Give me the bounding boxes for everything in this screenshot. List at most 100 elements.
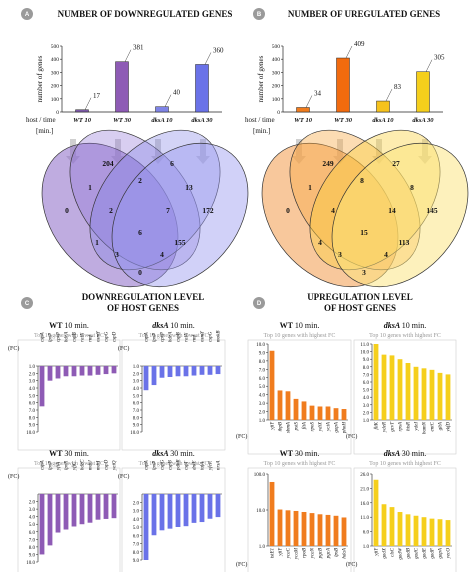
gene-label: cspB: [169, 460, 174, 470]
gene-label: yjiY: [375, 547, 380, 557]
value-leader: [385, 88, 393, 102]
bar: [373, 344, 379, 420]
venn-a-ellipse-4: [111, 142, 249, 288]
panel-b-badge: B: [253, 8, 265, 20]
fc-label: (FC): [8, 345, 19, 352]
gene-label: ycaN: [311, 547, 316, 559]
gene-label: hdaA: [343, 547, 348, 559]
subchart-title: dksA 30 min.: [384, 449, 426, 458]
venn-a-ellipse-3: [89, 129, 221, 271]
y-tick-label: 1.0: [259, 545, 266, 550]
gene-label: lpxP: [49, 461, 54, 470]
venn-a-value: 204: [102, 159, 114, 168]
subchart-title: dksA 10 min.: [152, 321, 194, 330]
gene-label: ydeI: [415, 422, 420, 432]
y-tick-label: 3.0: [259, 402, 266, 407]
bar: [207, 366, 213, 375]
y-tick-label: 8.0: [29, 546, 36, 551]
category-label: WT 10: [294, 117, 313, 124]
panel-a-circle: [21, 8, 33, 20]
y-tick-label: 8.0: [133, 416, 140, 421]
gene-label: osmY: [97, 330, 102, 342]
y-tick-label: 7.0: [133, 409, 140, 414]
gene-label: yjiY: [271, 421, 276, 431]
gene-label: nrsA: [217, 460, 222, 470]
gene-label: osmY: [201, 330, 206, 342]
bar: [87, 494, 93, 523]
venn-a-value: 2: [109, 206, 113, 215]
subchart-title: WT 10 min.: [280, 321, 320, 330]
bar: [71, 366, 77, 377]
gene-label: gadF: [431, 547, 436, 559]
y-tick-label: 6.0: [133, 402, 140, 407]
chart-D-dksA10: dksA 10 min. Top 10 genes with highest FC…: [346, 321, 457, 455]
bar: [333, 408, 339, 420]
subchart-frame: [353, 339, 457, 455]
bar: [207, 494, 213, 519]
gene-label: cspA: [145, 459, 150, 470]
fc-label: (FC): [8, 473, 19, 480]
subchart-time: 10 min.: [295, 321, 319, 330]
gene-label: ydiX: [319, 421, 324, 432]
venn-b-value: 27: [392, 159, 400, 168]
bar: [111, 494, 117, 519]
subchart-strain: dksA: [152, 321, 170, 330]
bar: [381, 354, 387, 420]
y-tick-label: 2.0: [29, 372, 36, 377]
venn-b-ellipse-4: [331, 142, 469, 288]
y-tick-label: 6.0: [259, 377, 266, 382]
y-tick-label: 8.0: [29, 416, 36, 421]
bar-chart-downregulated: 0 100 200 300 400 500 number of genes 17 WT 10 38…: [36, 44, 224, 124]
bar: [215, 366, 221, 375]
y-tick-label: 21.0: [360, 487, 369, 492]
gene-label: gcvT: [391, 421, 396, 432]
panel-b-circle: [253, 8, 265, 20]
y-tick-label: 200: [272, 84, 281, 90]
host-time-label-a: host / time: [26, 116, 56, 124]
bar-chart-upregulated: 0 100 200 300 400 500 number of genes 34 WT 10 40…: [257, 40, 445, 124]
subchart-note: Top 10 genes with highest FC: [369, 333, 441, 339]
gene-label: istE1: [271, 548, 276, 558]
venn-diagram-upregulated: 249 27 1 8 8 0 4 14 145 4 15 113 3 4 3: [261, 129, 469, 288]
y-tick-label: 100.0: [254, 473, 266, 478]
gene-label: cspA: [41, 459, 46, 470]
chart-C-dksA10: dksA 10 min. Top 10 genes with lowest FC 1…: [118, 321, 226, 451]
gene-label: dnlE: [193, 461, 198, 470]
y-tick-label: 3.0: [133, 380, 140, 385]
subchart-note: Top 10 genes with lowest FC: [34, 333, 104, 339]
venn-a-value: 2: [138, 176, 142, 185]
bar: [296, 107, 310, 113]
y-tick-label: 6.0: [363, 381, 370, 386]
subchart-time: 10 min.: [170, 321, 194, 330]
bar: [115, 61, 129, 113]
bar: [111, 366, 117, 374]
bar: [341, 409, 347, 420]
y-tick-label: 500: [272, 44, 281, 50]
bar: [445, 520, 451, 546]
venn-a-value: 6: [138, 228, 142, 237]
gene-label: cspG: [161, 459, 166, 470]
y-tick-label: 10.0: [130, 431, 139, 436]
bar: [183, 494, 189, 527]
y-tick-label: 500: [51, 44, 60, 50]
panel-a-title: NUMBER OF DOWNREGULATED GENES: [58, 9, 233, 19]
venn-a-value: 0: [138, 268, 142, 277]
fc-label: (FC): [236, 561, 247, 568]
y-tick-label: 7.0: [259, 368, 266, 373]
venn-b-value: 4: [331, 206, 335, 215]
venn-a-value: 155: [174, 238, 186, 247]
gene-label: gadC: [415, 547, 420, 559]
y-tick-label: 2.0: [363, 411, 370, 416]
gene-label: fliK: [375, 421, 380, 429]
y-tick-label: 7.0: [29, 409, 36, 414]
bar: [75, 109, 89, 113]
gene-label: entC: [431, 421, 436, 431]
gene-label: yciA: [327, 421, 332, 432]
bar: [151, 366, 157, 386]
y-tick-label: 11.0: [360, 516, 369, 521]
bar-value-label: 409: [354, 40, 365, 48]
gene-label: cspA: [145, 331, 150, 342]
min-label-b: [min.]: [253, 127, 270, 135]
y-tick-label: 100: [51, 97, 60, 103]
gene-label: lpsB: [335, 548, 340, 557]
